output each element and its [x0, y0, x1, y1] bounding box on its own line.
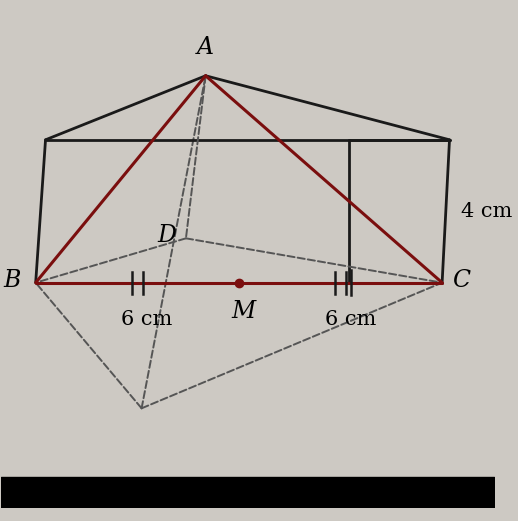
Text: A: A	[197, 35, 214, 58]
Text: 6 cm: 6 cm	[121, 310, 173, 329]
Text: B: B	[4, 269, 21, 292]
Text: 6 cm: 6 cm	[325, 310, 376, 329]
Text: D: D	[157, 225, 176, 247]
Text: M: M	[232, 300, 256, 323]
Text: 4 cm: 4 cm	[461, 202, 512, 221]
Text: C: C	[452, 269, 470, 292]
